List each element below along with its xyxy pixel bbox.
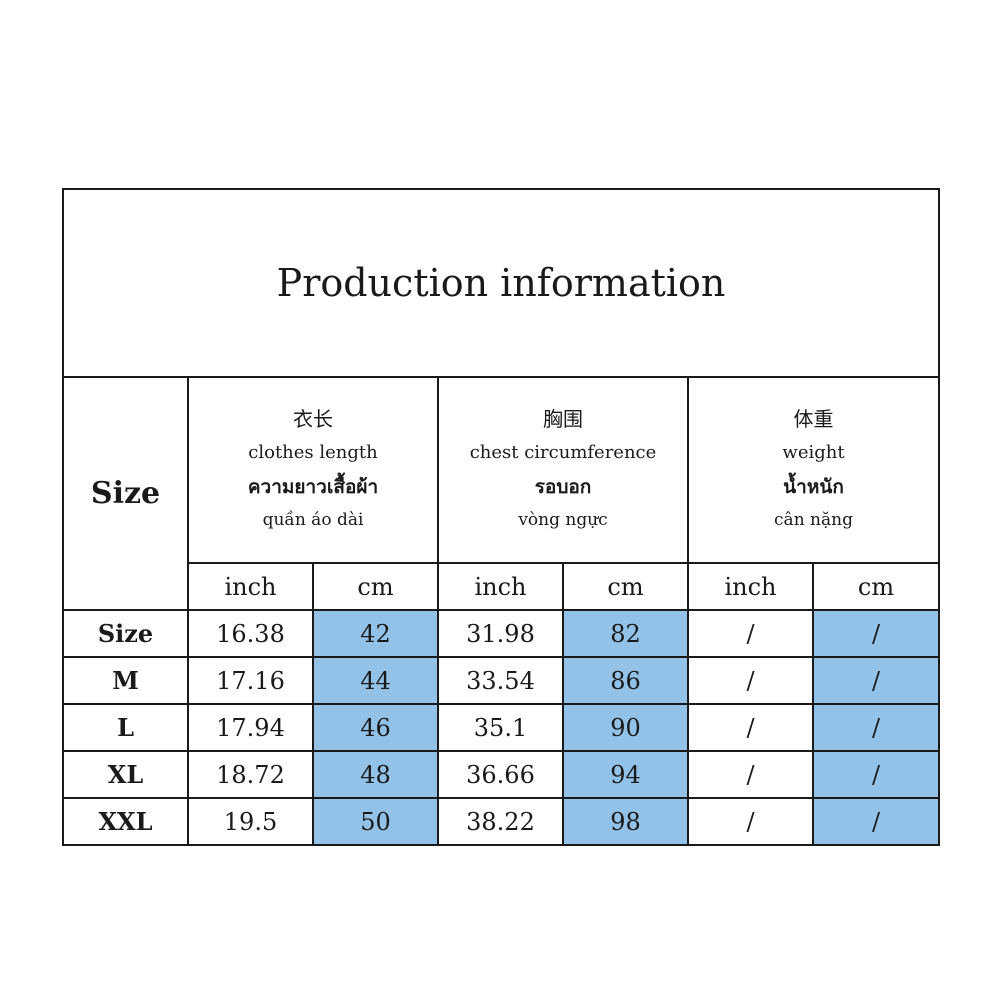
value-cell: 18.72 — [187, 750, 314, 799]
value-cell: 42 — [312, 609, 439, 658]
table-row: M 17.16 44 33.54 86 / / — [62, 656, 941, 705]
header-label-cn: 衣长 — [293, 407, 333, 431]
value-cell: / — [687, 750, 814, 799]
table-row: XL 18.72 48 36.66 94 / / — [62, 750, 941, 799]
unit-label: inch — [687, 562, 814, 611]
header-label-vi: vòng ngực — [518, 510, 608, 530]
header-weight: 体重 weight น้ำหนัก cân nặng — [686, 376, 941, 564]
value-cell: 17.94 — [187, 703, 314, 752]
unit-label: inch — [187, 562, 314, 611]
value-cell: / — [811, 703, 941, 752]
value-cell: 17.16 — [187, 656, 314, 705]
value-cell: / — [687, 703, 814, 752]
header-label-th: น้ำหนัก — [783, 476, 844, 498]
unit-label: inch — [437, 562, 564, 611]
header-label-en: weight — [782, 442, 845, 463]
size-cell: M — [62, 656, 189, 705]
size-cell: Size — [62, 609, 189, 658]
value-cell: / — [811, 656, 941, 705]
value-cell: 38.22 — [437, 797, 564, 846]
header-label-vi: cân nặng — [774, 510, 853, 530]
header-label-vi: quần áo dài — [262, 510, 364, 530]
value-cell: 90 — [562, 703, 689, 752]
header-label-cn: 胸围 — [543, 407, 583, 431]
header-chest-circumference: 胸围 chest circumference รอบอก vòng ngực — [437, 376, 689, 564]
value-cell: 46 — [312, 703, 439, 752]
unit-label: cm — [312, 562, 439, 611]
table-row: L 17.94 46 35.1 90 / / — [62, 703, 941, 752]
table-row: XXL 19.5 50 38.22 98 / / — [62, 797, 941, 846]
unit-label: cm — [562, 562, 689, 611]
value-cell: 50 — [312, 797, 439, 846]
size-cell: XXL — [62, 797, 189, 846]
page-title: Production information — [61, 188, 941, 378]
value-cell: 33.54 — [437, 656, 564, 705]
value-cell: / — [811, 750, 941, 799]
value-cell: / — [811, 797, 941, 846]
header-label-cn: 体重 — [793, 407, 834, 431]
unit-label: cm — [811, 562, 941, 611]
unit-row: inch cm inch cm inch cm — [63, 562, 941, 611]
size-cell: L — [62, 703, 189, 752]
header-label-en: clothes length — [248, 442, 378, 463]
value-cell: 35.1 — [437, 703, 564, 752]
header-label-th: รอบอก — [534, 476, 592, 498]
size-column-header: Size — [62, 376, 189, 611]
header-label-en: chest circumference — [469, 442, 657, 463]
value-cell: 48 — [312, 750, 439, 799]
table-row: Size 16.38 42 31.98 82 / / — [62, 609, 941, 658]
value-cell: 44 — [312, 656, 439, 705]
value-cell: 16.38 — [187, 609, 314, 658]
title-row: Production information — [61, 188, 941, 378]
value-cell: 31.98 — [437, 609, 564, 658]
value-cell: 82 — [562, 609, 689, 658]
value-cell: 86 — [562, 656, 689, 705]
size-chart-table: Production information Size 衣长 clothes l… — [61, 188, 941, 846]
value-cell: / — [687, 797, 814, 846]
header-row: Size 衣长 clothes length ความยาวเสื้อผ้า q… — [62, 376, 941, 611]
value-cell: 19.5 — [187, 797, 314, 846]
value-cell: 98 — [562, 797, 689, 846]
value-cell: 94 — [562, 750, 689, 799]
value-cell: 36.66 — [437, 750, 564, 799]
header-clothes-length: 衣长 clothes length ความยาวเสื้อผ้า quần á… — [187, 376, 439, 564]
value-cell: / — [687, 609, 814, 658]
size-cell: XL — [62, 750, 189, 799]
value-cell: / — [811, 609, 941, 658]
header-label-th: ความยาวเสื้อผ้า — [247, 476, 379, 498]
value-cell: / — [687, 656, 814, 705]
